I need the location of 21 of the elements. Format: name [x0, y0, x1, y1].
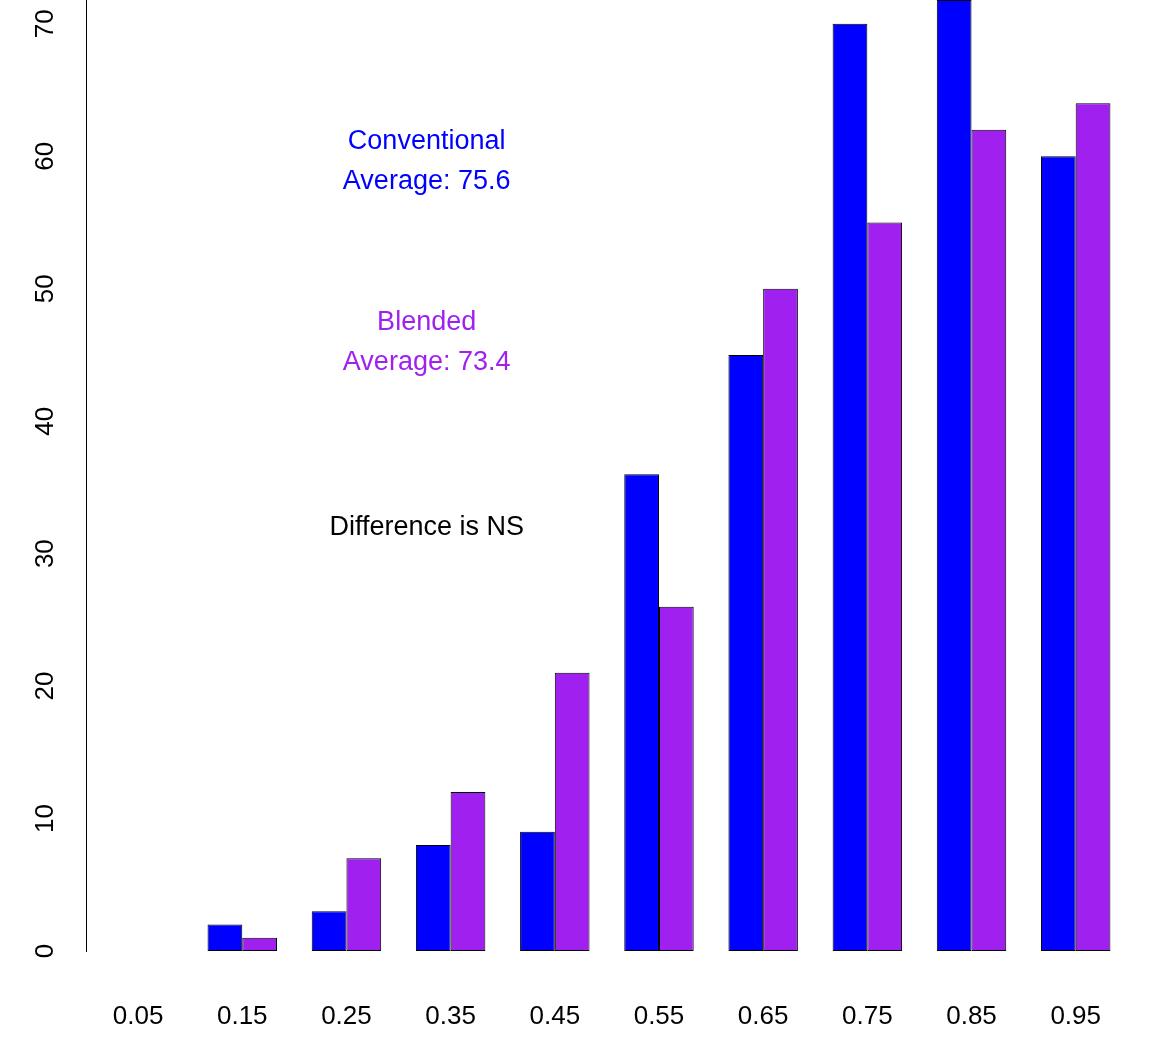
x-tick-label: 0.85 — [946, 999, 997, 1030]
y-tick-label: 20 — [29, 671, 60, 701]
x-tick-label: 0.25 — [321, 999, 372, 1030]
x-tick-label: 0.55 — [633, 999, 685, 1030]
x-tick-label: 0.05 — [112, 999, 164, 1030]
annotation: Conventional Average: 75.6 — [342, 125, 511, 196]
y-tick-label: 60 — [29, 141, 60, 171]
x-tick-label: 0.35 — [425, 999, 476, 1030]
x-tick-label: 0.95 — [1050, 999, 1101, 1030]
y-tick-label: 0 — [29, 943, 60, 959]
y-tick-label: 30 — [29, 539, 60, 569]
y-tick-label: 40 — [29, 406, 60, 436]
annotation: Difference is NS — [329, 511, 524, 542]
x-tick-label: 0.75 — [842, 999, 893, 1030]
y-tick-label: 50 — [29, 274, 60, 304]
x-tick-label: 0.15 — [216, 999, 268, 1030]
x-tick-label: 0.65 — [737, 999, 789, 1030]
annotation: Blended Average: 73.4 — [342, 305, 511, 376]
y-tick-label: 70 — [29, 9, 60, 39]
y-tick-label: 10 — [29, 804, 60, 834]
x-tick-label: 0.45 — [529, 999, 581, 1030]
